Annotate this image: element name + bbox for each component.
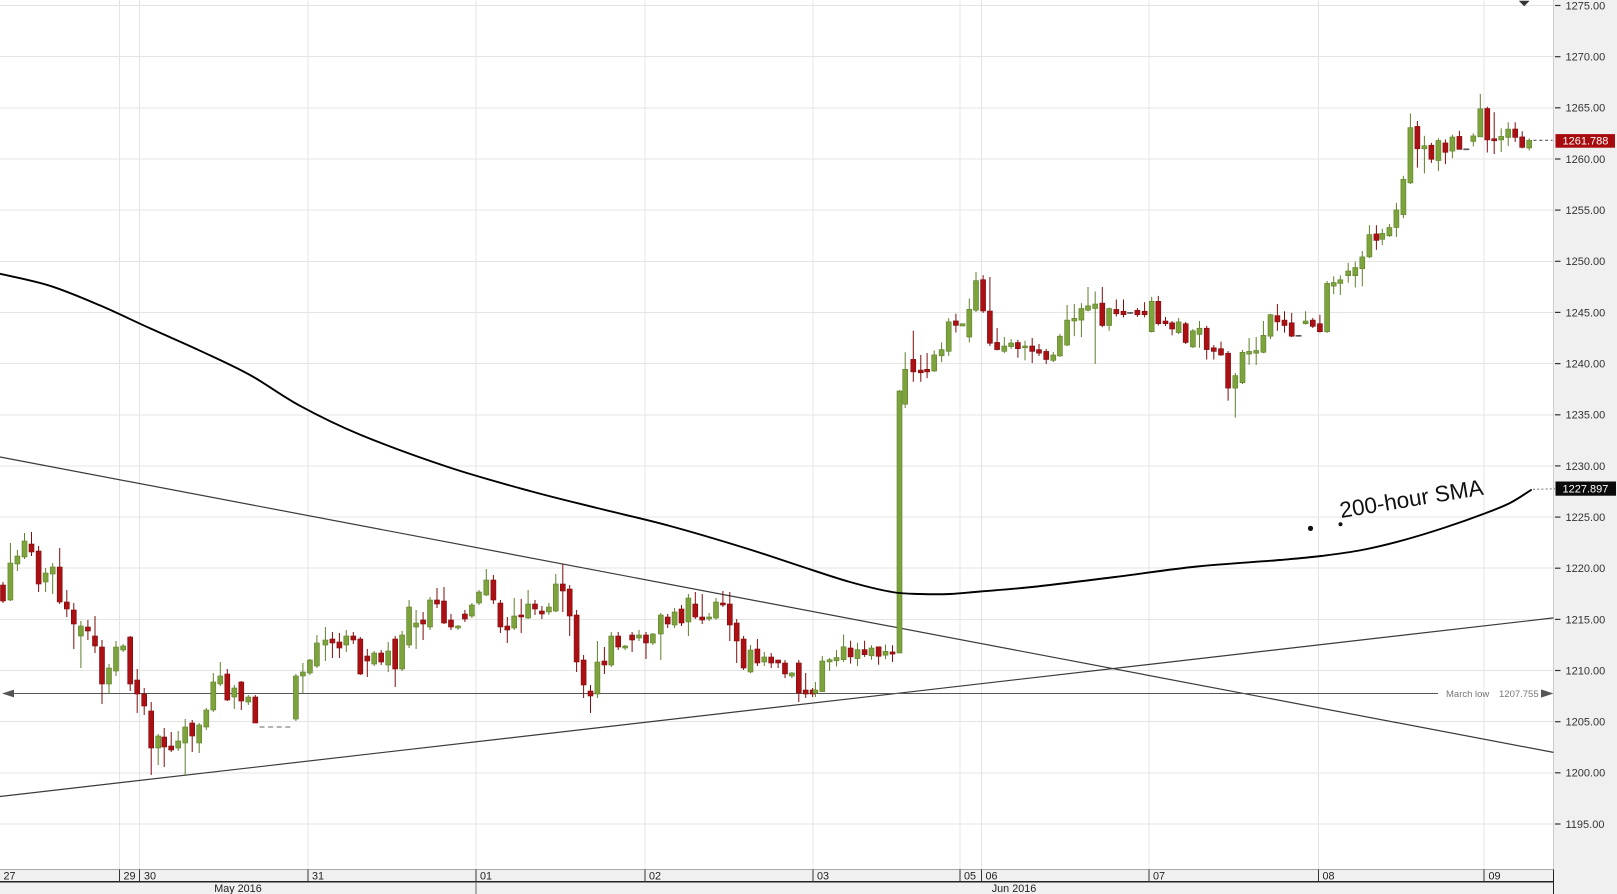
svg-text:1225.00: 1225.00 <box>1566 512 1606 524</box>
svg-text:1240.00: 1240.00 <box>1566 359 1606 371</box>
svg-text:30: 30 <box>144 871 156 883</box>
svg-text:1207.755: 1207.755 <box>1499 689 1539 700</box>
svg-text:1230.00: 1230.00 <box>1566 461 1606 473</box>
svg-text:02: 02 <box>649 871 661 883</box>
svg-text:1261.788: 1261.788 <box>1563 136 1609 148</box>
svg-text:1265.00: 1265.00 <box>1566 103 1606 115</box>
svg-text:27: 27 <box>4 871 16 883</box>
svg-text:09: 09 <box>1489 871 1501 883</box>
svg-text:1255.00: 1255.00 <box>1566 205 1606 217</box>
svg-text:1227.897: 1227.897 <box>1563 483 1609 495</box>
svg-text:06: 06 <box>986 871 998 883</box>
svg-text:1220.00: 1220.00 <box>1566 563 1606 575</box>
svg-text:1260.00: 1260.00 <box>1566 154 1606 166</box>
svg-text:March low: March low <box>1446 689 1489 700</box>
svg-text:29: 29 <box>124 871 136 883</box>
svg-text:1200.00: 1200.00 <box>1566 768 1606 780</box>
svg-text:1235.00: 1235.00 <box>1566 410 1606 422</box>
svg-text:1250.00: 1250.00 <box>1566 256 1606 268</box>
svg-text:May 2016: May 2016 <box>214 883 261 894</box>
svg-text:31: 31 <box>312 871 324 883</box>
svg-text:01: 01 <box>480 871 492 883</box>
svg-text:1215.00: 1215.00 <box>1566 614 1606 626</box>
svg-text:1275.00: 1275.00 <box>1566 0 1606 12</box>
svg-text:1195.00: 1195.00 <box>1566 819 1605 831</box>
svg-text:03: 03 <box>817 871 829 883</box>
svg-text:05: 05 <box>964 871 976 883</box>
svg-text:08: 08 <box>1323 871 1335 883</box>
svg-text:07: 07 <box>1153 871 1165 883</box>
svg-text:1210.00: 1210.00 <box>1566 665 1606 677</box>
svg-text:1270.00: 1270.00 <box>1566 52 1606 64</box>
svg-text:1245.00: 1245.00 <box>1566 307 1606 319</box>
svg-text:1205.00: 1205.00 <box>1566 717 1606 729</box>
svg-text:Jun 2016: Jun 2016 <box>992 883 1036 894</box>
